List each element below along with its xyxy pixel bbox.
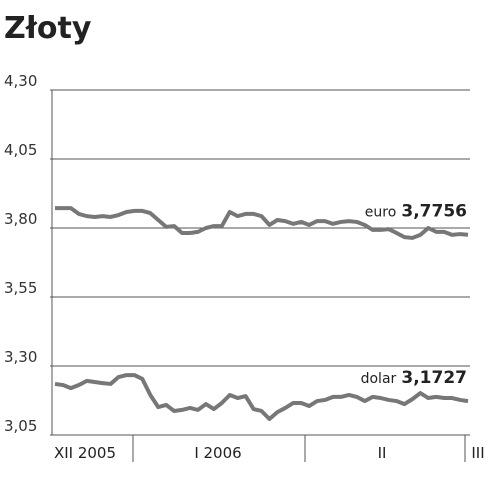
y-tick-label: 3,80	[4, 210, 37, 228]
x-period-label: II	[378, 444, 387, 462]
chart-title: Złoty	[4, 11, 92, 46]
legend-name: euro	[365, 205, 397, 221]
y-tick-label: 3,05	[4, 417, 37, 435]
x-period-label: III	[471, 444, 484, 462]
y-tick-label: 3,30	[4, 348, 37, 366]
series-end-label: euro 3,7756	[365, 202, 467, 222]
y-tick-label: 3,55	[4, 279, 37, 297]
x-period-label: I 2006	[194, 444, 241, 462]
y-tick-label: 4,05	[4, 141, 37, 159]
series-end-label: dolar 3,1727	[361, 368, 467, 388]
series-line	[55, 206, 469, 240]
last-value-label: 3,7756	[401, 202, 467, 222]
y-tick-label: 4,30	[4, 72, 37, 90]
series-line	[54, 373, 469, 421]
x-period-label: XII 2005	[54, 444, 116, 462]
legend-name: dolar	[361, 371, 397, 387]
last-value-label: 3,1727	[401, 368, 467, 388]
